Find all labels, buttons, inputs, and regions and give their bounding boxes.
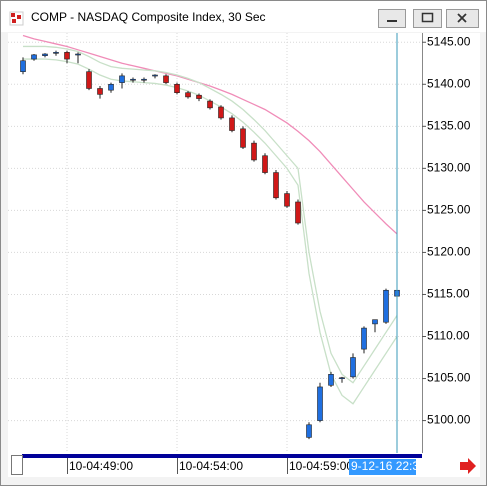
candle-body (218, 106, 224, 119)
candle-body (163, 75, 169, 83)
candle-body (108, 83, 114, 91)
chart-panel (8, 33, 480, 453)
y-tick-label: 5135.00 (427, 118, 471, 132)
cursor-label: 9-12-16 22:34:00 (351, 459, 443, 473)
candle-body (152, 74, 158, 77)
candle-body (328, 374, 334, 386)
maximize-button[interactable] (413, 9, 442, 28)
candle-body (64, 52, 70, 60)
y-tick-label: 5125.00 (427, 203, 471, 217)
candle-body (53, 52, 59, 54)
y-tick-label: 5110.00 (427, 329, 470, 343)
candle-body (339, 377, 345, 379)
cursor-label-bg (349, 459, 416, 475)
overlay-line (23, 45, 398, 384)
window-title: COMP - NASDAQ Composite Index, 30 Sec (31, 10, 266, 24)
candle-body (119, 75, 125, 83)
candle-body (284, 193, 290, 207)
y-tick-label: 5140.00 (427, 76, 471, 90)
candle-body (130, 78, 136, 81)
candle-body (240, 128, 246, 148)
y-tick-label: 5120.00 (427, 245, 471, 259)
candle-body (229, 117, 235, 131)
overlay-line (22, 34, 398, 235)
candle-body (383, 289, 389, 323)
y-tick-label: 5105.00 (427, 371, 471, 385)
candle-body (207, 100, 213, 109)
candle-body (97, 88, 103, 95)
scroll-handle[interactable] (11, 455, 23, 475)
y-tick-label: 5145.00 (427, 34, 471, 48)
minimize-button[interactable] (378, 9, 406, 28)
candle-body (141, 78, 147, 81)
candle-body (75, 53, 81, 56)
y-tick-label: 5130.00 (427, 161, 471, 175)
scroll-right-arrow[interactable] (460, 458, 476, 474)
candle-body (317, 386, 323, 421)
candle-body (273, 172, 279, 199)
candle-body (86, 71, 92, 89)
y-tick-label: 5100.00 (427, 413, 471, 427)
scrollbar[interactable] (22, 454, 422, 458)
candle-body (295, 201, 301, 224)
candle-body (262, 155, 268, 173)
candle-body (372, 319, 378, 325)
candle-body (174, 83, 180, 93)
candle-body (196, 94, 202, 99)
candle-body (42, 53, 48, 56)
x-tick-label: 10-04:49:00 (69, 459, 133, 473)
candle-body (31, 54, 37, 60)
candle-body (350, 357, 356, 378)
candle-body (306, 424, 312, 438)
x-tick-label: 10-04:54:00 (179, 459, 243, 473)
x-tick-label: 10-04:59:00 (289, 459, 353, 473)
y-tick-label: 5115.00 (427, 287, 470, 301)
candle-body (185, 92, 191, 98)
close-button[interactable] (446, 9, 479, 28)
candle-body (361, 327, 367, 350)
app-icon (9, 11, 24, 26)
candle-body (20, 60, 26, 72)
candle-body (251, 142, 257, 161)
